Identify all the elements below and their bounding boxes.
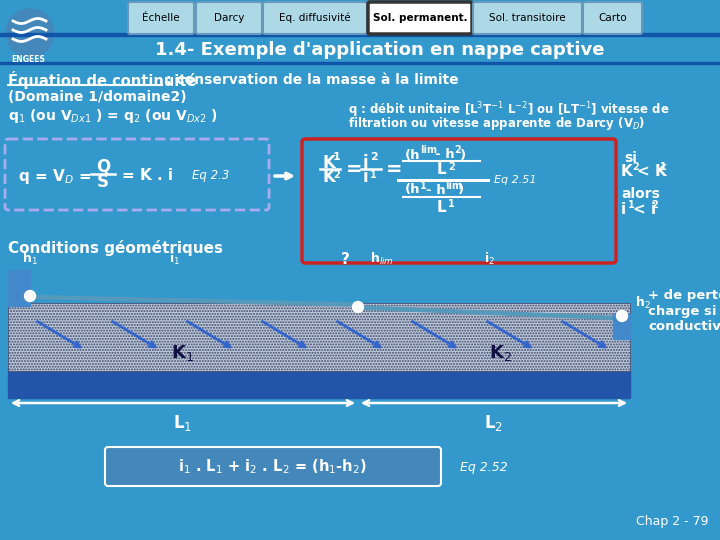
Text: : conservation de la masse à la limite: : conservation de la masse à la limite — [166, 73, 459, 87]
Text: i: i — [621, 202, 626, 218]
Text: 2: 2 — [454, 145, 461, 155]
Text: L: L — [437, 199, 446, 214]
Text: 2: 2 — [333, 170, 340, 180]
Text: q$_1$ (ou V$_{Dx1}$ ) = q$_2$ (ou V$_{Dx2}$ ): q$_1$ (ou V$_{Dx1}$ ) = q$_2$ (ou V$_{Dx… — [8, 107, 218, 125]
Text: (h: (h — [405, 148, 420, 161]
Bar — [0, 62, 720, 64]
Text: + de pertes de: + de pertes de — [648, 288, 720, 301]
Text: 1: 1 — [370, 170, 377, 180]
Text: Darcy: Darcy — [214, 13, 244, 23]
Text: Eq 2.51: Eq 2.51 — [494, 175, 536, 185]
Text: i$_2$: i$_2$ — [485, 251, 495, 267]
Text: lim: lim — [420, 145, 437, 155]
Text: < i: < i — [633, 202, 656, 218]
Text: ): ) — [460, 148, 466, 161]
Text: ENGEES: ENGEES — [11, 55, 45, 64]
Text: lim: lim — [445, 181, 462, 191]
Text: L$_1$: L$_1$ — [174, 413, 192, 433]
Text: 1: 1 — [660, 162, 667, 172]
Text: Chap 2 - 79: Chap 2 - 79 — [636, 515, 708, 528]
Text: Sol. transitoire: Sol. transitoire — [489, 13, 566, 23]
Circle shape — [24, 291, 35, 301]
Text: Eq 2.52: Eq 2.52 — [460, 461, 508, 474]
Text: h$_1$: h$_1$ — [22, 251, 38, 267]
Text: - h: - h — [435, 148, 454, 161]
Bar — [0, 33, 720, 36]
Text: filtration ou vitesse apparente de Darcy (V$_D$): filtration ou vitesse apparente de Darcy… — [348, 116, 645, 132]
Text: S: S — [97, 173, 109, 191]
Text: charge si faible: charge si faible — [648, 305, 720, 318]
Text: Eq 2.3: Eq 2.3 — [192, 170, 230, 183]
FancyBboxPatch shape — [196, 2, 262, 34]
Text: K$_1$: K$_1$ — [171, 343, 194, 363]
FancyBboxPatch shape — [263, 2, 367, 34]
Text: ?: ? — [341, 252, 349, 267]
Bar — [8, 270, 30, 306]
Text: 2: 2 — [651, 200, 658, 210]
Text: (Domaine 1/domaine2): (Domaine 1/domaine2) — [8, 90, 186, 104]
Text: 1: 1 — [420, 181, 427, 191]
Text: 1.4- Exemple d'application en nappe captive: 1.4- Exemple d'application en nappe capt… — [156, 41, 605, 59]
FancyBboxPatch shape — [128, 2, 194, 34]
Text: 2: 2 — [448, 162, 455, 172]
Bar — [8, 370, 630, 398]
FancyBboxPatch shape — [105, 447, 441, 486]
Text: =: = — [386, 160, 402, 179]
Text: conductivité: conductivité — [648, 321, 720, 334]
Circle shape — [353, 301, 364, 313]
Text: K: K — [621, 165, 633, 179]
Text: ): ) — [458, 184, 464, 197]
Text: Carto: Carto — [598, 13, 627, 23]
Text: 1: 1 — [333, 152, 341, 162]
Text: Équation de continuité: Équation de continuité — [8, 71, 197, 89]
Polygon shape — [8, 295, 358, 306]
Text: Sol. permanent.: Sol. permanent. — [373, 13, 467, 23]
Bar — [613, 314, 630, 339]
Text: h$_{lim}$: h$_{lim}$ — [370, 251, 394, 267]
Text: si: si — [624, 151, 637, 165]
Text: Q: Q — [96, 158, 110, 176]
Text: K: K — [322, 154, 335, 172]
Text: i: i — [363, 154, 369, 172]
Text: 2: 2 — [370, 152, 378, 162]
Text: 2: 2 — [632, 162, 639, 172]
Text: - h: - h — [426, 184, 446, 197]
FancyBboxPatch shape — [583, 2, 642, 34]
Bar — [8, 303, 630, 371]
Text: 1: 1 — [628, 200, 635, 210]
Text: 1: 1 — [448, 199, 455, 209]
Text: q = V$_D$ =: q = V$_D$ = — [18, 166, 91, 186]
Circle shape — [6, 9, 54, 57]
Text: i$_1$ . L$_1$ + i$_2$ . L$_2$ = (h$_1$-h$_2$): i$_1$ . L$_1$ + i$_2$ . L$_2$ = (h$_1$-h… — [178, 458, 366, 476]
Text: L: L — [437, 163, 446, 178]
Text: h$_2$: h$_2$ — [635, 295, 651, 311]
Text: Eq. diffusivité: Eq. diffusivité — [279, 13, 351, 23]
Text: L$_2$: L$_2$ — [485, 413, 503, 433]
FancyBboxPatch shape — [368, 2, 472, 34]
Text: q : débit unitaire [L$^3$T$^{-1}$ L$^{-2}$] ou [LT$^{-1}$] vitesse de: q : débit unitaire [L$^3$T$^{-1}$ L$^{-2… — [348, 100, 670, 120]
Text: Conditions géométriques: Conditions géométriques — [8, 240, 223, 256]
Text: i$_1$: i$_1$ — [169, 251, 181, 267]
Text: < K: < K — [637, 165, 667, 179]
Text: K: K — [322, 168, 335, 186]
Circle shape — [616, 310, 628, 321]
Polygon shape — [358, 306, 630, 320]
Text: Échelle: Échelle — [142, 13, 180, 23]
Text: alors: alors — [621, 187, 660, 201]
Text: i: i — [363, 168, 369, 186]
FancyBboxPatch shape — [473, 2, 582, 34]
Text: = K . i: = K . i — [122, 168, 173, 184]
Text: =: = — [346, 160, 362, 179]
Text: K$_2$: K$_2$ — [489, 343, 511, 363]
Text: (h: (h — [405, 184, 420, 197]
